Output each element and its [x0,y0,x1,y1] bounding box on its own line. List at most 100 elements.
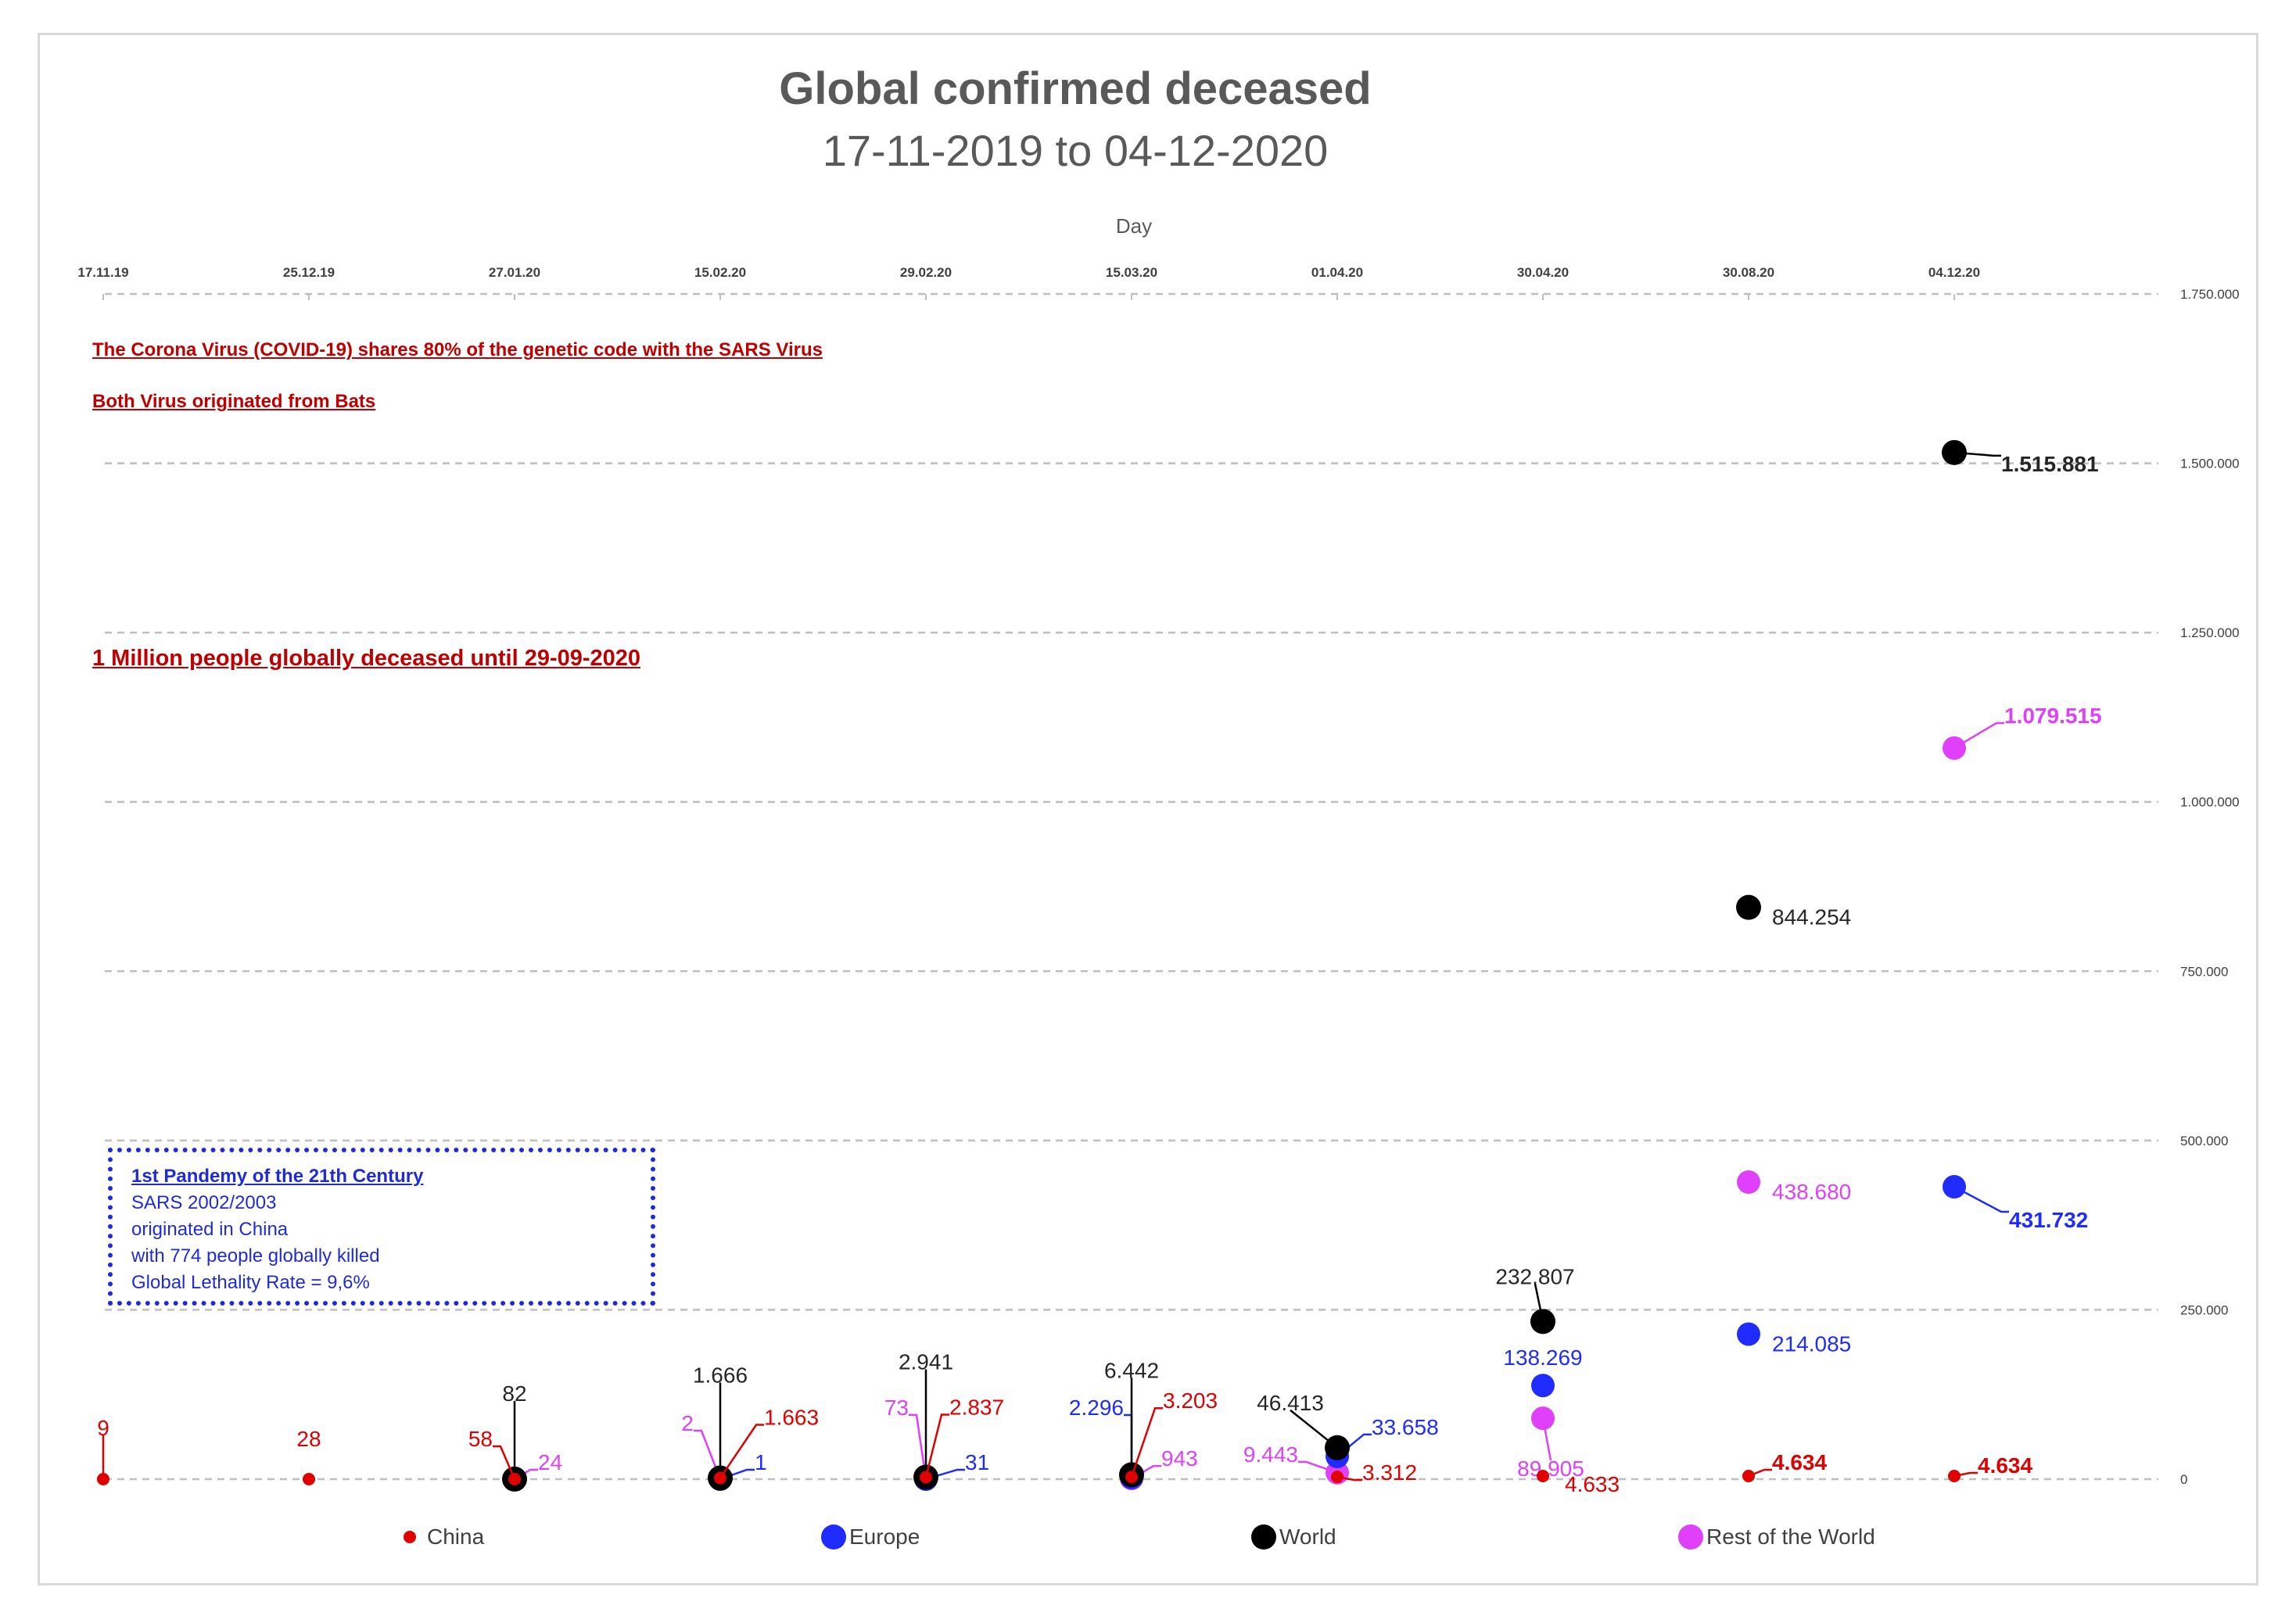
legend-item-rest-of-world: Rest of the World [1678,1524,1875,1550]
x-axis-title: Day [1115,214,1153,238]
leader-line [1290,1409,1338,1449]
y-tick-label: 500.000 [2180,1134,2228,1148]
sars-line: with 774 people globally killed [131,1245,380,1267]
data-label: 24 [538,1450,562,1474]
data-label: 232.807 [1495,1264,1574,1288]
x-tick-label: 29.02.20 [900,265,952,280]
y-tick-label: 1.500.000 [2180,457,2240,471]
data-label: 3.312 [1362,1460,1417,1485]
data-label: 2.296 [1069,1395,1124,1420]
x-tick-label: 25.12.19 [283,265,335,280]
data-label: 4.634 [1978,1453,2032,1478]
sars-line: originated in China [131,1219,289,1240]
x-tick-label: 15.02.20 [694,265,746,280]
legend-label: Europe [849,1524,920,1549]
data-label: 1 [755,1450,767,1474]
data-label: 46.413 [1257,1391,1324,1415]
leader-line [1298,1460,1338,1474]
data-label: 28 [296,1427,321,1451]
leader-line [924,1413,949,1478]
data-label: 4.633 [1565,1472,1620,1496]
chart-subtitle: 17-11-2019 to 04-12-2020 [822,126,1329,175]
data-label: 73 [884,1395,909,1420]
data-label: 2.941 [899,1349,953,1374]
data-label: 58 [468,1427,493,1451]
annotation-bats: Both Virus originated from Bats [92,391,376,412]
sars-line: SARS 2002/2003 [131,1192,277,1213]
y-tick-label: 1.000.000 [2180,795,2240,810]
data-point-world [1736,894,1761,920]
data-label: 31 [965,1450,989,1474]
data-point-europe [1531,1374,1555,1398]
data-label: 214.085 [1772,1332,1851,1356]
leader-line [1953,1471,1978,1478]
data-label: 1.663 [764,1406,819,1430]
data-label: 844.254 [1772,905,1851,930]
data-label: 438.680 [1772,1180,1851,1204]
data-label: 89.905 [1517,1456,1584,1481]
leader-line [694,1429,722,1480]
leader-line [909,1413,927,1480]
y-tick-label: 250.000 [2180,1302,2228,1317]
leader-line [1953,1185,2009,1213]
x-tick-label: 15.03.20 [1106,265,1157,280]
data-label: 4.634 [1772,1450,1827,1474]
leader-line [1541,1417,1552,1461]
data-label: 138.269 [1503,1345,1582,1370]
data-point-china [1537,1469,1549,1482]
leader-line [719,1424,764,1479]
legend-swatch-world [1251,1524,1276,1550]
y-tick-label: 1.750.000 [2180,287,2240,302]
chart-legend: China Europe World Rest of the World [0,1524,2296,1556]
data-point-china [303,1472,315,1485]
data-label: 1.666 [693,1363,748,1388]
legend-swatch-rest-of-world [1678,1524,1703,1550]
data-label: 2.837 [949,1395,1004,1420]
legend-item-china: China [404,1524,484,1550]
legend-swatch-europe [821,1524,846,1550]
data-label: 2 [681,1411,694,1435]
y-tick-label: 750.000 [2180,964,2228,979]
sars-line: Global Lethality Rate = 9,6% [131,1272,370,1293]
x-tick-label: 30.04.20 [1517,265,1569,280]
leader-line [493,1445,516,1480]
leader-line [1748,1468,1772,1478]
x-tick-label: 04.12.20 [1928,265,1980,280]
data-label: 1.515.881 [2001,452,2099,476]
legend-label: World [1279,1524,1336,1549]
x-tick-label: 27.01.20 [489,265,540,280]
data-label: 3.203 [1163,1388,1218,1413]
data-label: 9 [97,1416,109,1440]
x-tick-label: 01.04.20 [1311,265,1363,280]
data-label: 1.079.515 [2004,704,2102,728]
legend-label: Rest of the World [1706,1524,1875,1549]
sars-heading: 1st Pandemy of the 21th Century [131,1166,424,1187]
y-tick-label: 1.250.000 [2180,625,2240,640]
legend-item-world: World [1251,1524,1336,1550]
data-label: 82 [502,1381,526,1406]
x-tick-label: 17.11.19 [77,265,128,280]
data-label: 943 [1161,1446,1198,1471]
legend-swatch-china [404,1531,416,1543]
chart-frame [38,33,2258,1585]
data-label: 9.443 [1243,1442,1298,1467]
data-label: 6.442 [1104,1358,1159,1382]
data-label: 33.658 [1372,1415,1439,1439]
legend-label: China [427,1524,485,1549]
y-tick-label: 0 [2180,1472,2187,1487]
leader-line [1130,1406,1163,1478]
data-label: 431.732 [2009,1208,2088,1232]
legend-item-europe: Europe [821,1524,920,1550]
leader-line [1953,722,2004,749]
annotation-genetic-code: The Corona Virus (COVID-19) shares 80% o… [92,339,823,360]
leader-line [1336,1475,1362,1481]
sars-info-box: 1st Pandemy of the 21th Century SARS 200… [108,1148,655,1306]
leader-line [1953,451,2001,457]
annotation-one-million: 1 Million people globally deceased until… [92,646,641,671]
data-point-europe [1737,1322,1760,1346]
leader-line [1534,1284,1544,1322]
chart-title: Global confirmed deceased [779,63,1372,114]
x-tick-label: 30.08.20 [1723,265,1774,280]
data-point-rest-of-the-world [1737,1170,1760,1194]
